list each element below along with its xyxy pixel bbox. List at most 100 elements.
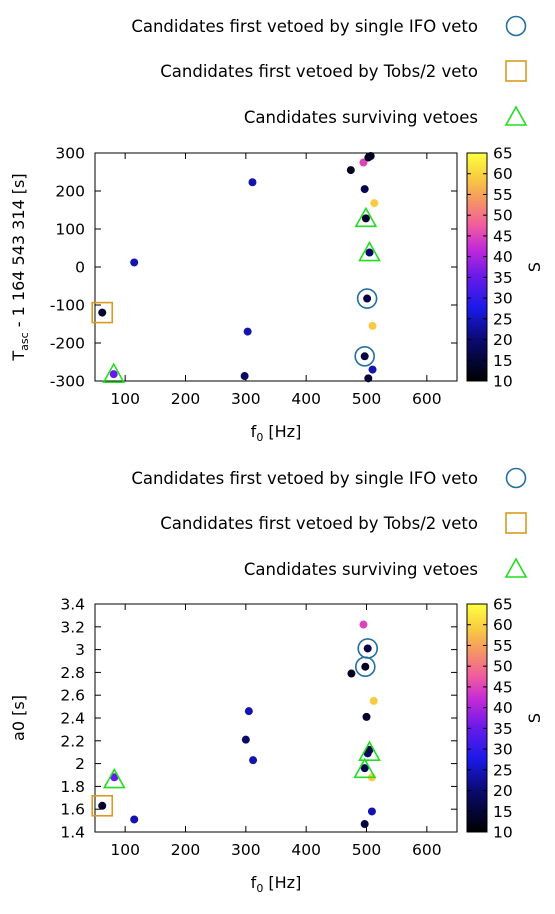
x-axis-label: f0 [Hz] <box>251 873 302 895</box>
colorbar-tick-label: 55 <box>493 186 513 204</box>
y-axis-label-main: a0 [s] <box>9 695 28 741</box>
data-point <box>109 370 118 379</box>
y-tick-label: 1.4 <box>60 824 85 842</box>
colorbar-tick-label: 55 <box>493 637 513 655</box>
colorbar <box>466 603 488 833</box>
data-point <box>360 820 369 829</box>
data-point <box>363 294 372 303</box>
single-ifo-veto-marker <box>356 288 378 309</box>
legend-square-marker <box>505 60 527 82</box>
colorbar-label: S <box>525 713 544 723</box>
x-tick-label: 300 <box>231 390 261 408</box>
y-tick-label: 3.4 <box>60 596 85 614</box>
data-point <box>130 258 139 267</box>
colorbar-tick-label: 35 <box>493 269 513 287</box>
data-point <box>98 801 107 810</box>
colorbar-tick-label: 20 <box>493 331 513 349</box>
y-tick-label: 0 <box>75 259 85 277</box>
y-axis-label: Tasc - 1 164 543 314 [s] <box>9 173 31 361</box>
colorbar-tick-label: 60 <box>493 165 513 183</box>
colorbar-tick-label: 20 <box>493 782 513 800</box>
colorbar <box>466 152 488 382</box>
y-tick-label: 2.4 <box>60 710 85 728</box>
data-point <box>346 166 355 175</box>
y-tick-label: -100 <box>50 297 85 315</box>
data-point <box>240 372 249 381</box>
data-point <box>360 185 369 194</box>
data-point <box>365 745 374 754</box>
legend-circle-marker <box>505 467 527 489</box>
y-tick-label: -300 <box>50 373 85 391</box>
colorbar-tick-label: 40 <box>493 699 513 717</box>
tobs-veto-marker <box>91 301 114 324</box>
colorbar-tick-label: 50 <box>493 658 513 676</box>
y-tick-label: 200 <box>55 183 85 201</box>
y-axis-label-main: T <box>9 351 28 362</box>
y-tick-label: 300 <box>55 145 85 163</box>
y-tick-label: 1.6 <box>60 801 85 819</box>
data-point <box>347 669 356 678</box>
legend-triangle-marker <box>504 105 528 126</box>
data-point <box>367 807 376 816</box>
colorbar-tick-label: 15 <box>493 803 513 821</box>
colorbar-label: S <box>525 262 544 272</box>
data-point <box>359 158 368 167</box>
data-point <box>362 712 371 721</box>
data-point <box>360 352 369 361</box>
x-tick-label: 400 <box>291 841 321 859</box>
y-tick-label: 3 <box>75 641 85 659</box>
y-tick-label: 3.2 <box>60 618 85 636</box>
colorbar-tick-label: 65 <box>493 596 513 614</box>
data-point <box>363 644 372 653</box>
plot-frame <box>94 152 458 382</box>
surviving-marker <box>354 206 378 228</box>
colorbar-tick-label: 45 <box>493 678 513 696</box>
y-axis-label-sub: asc <box>18 332 31 351</box>
y-tick-label: -200 <box>50 335 85 353</box>
data-point <box>360 764 369 773</box>
data-point <box>361 214 370 223</box>
x-tick-label: 500 <box>352 390 382 408</box>
colorbar-tick-label: 10 <box>493 824 513 842</box>
x-tick-label: 100 <box>110 841 140 859</box>
x-tick-label: 100 <box>110 390 140 408</box>
single-ifo-veto-marker <box>354 345 375 367</box>
x-tick-label: 400 <box>291 390 321 408</box>
x-axis-label: f0 [Hz] <box>251 422 302 444</box>
data-point <box>370 199 379 208</box>
data-point <box>365 248 374 257</box>
colorbar-tick-label: 45 <box>493 227 513 245</box>
single-ifo-veto-marker <box>354 656 376 678</box>
data-point <box>359 620 368 629</box>
x-tick-label: 300 <box>231 841 261 859</box>
y-tick-label: 2.6 <box>60 687 85 705</box>
colorbar-tick-label: 15 <box>493 352 513 370</box>
legend-circle-marker <box>505 15 527 37</box>
data-point <box>368 321 377 330</box>
colorbar-tick-label: 35 <box>493 720 513 738</box>
data-point <box>249 756 258 765</box>
top-scatter-panel: Candidates first vetoed by single IFO ve… <box>9 15 544 444</box>
surviving-marker <box>358 740 381 762</box>
legend-label-1: Candidates first vetoed by Tobs/2 veto <box>160 514 478 533</box>
y-tick-label: 2 <box>75 755 85 773</box>
colorbar-tick-label: 30 <box>493 741 513 759</box>
y-axis-label: a0 [s] <box>9 695 28 741</box>
y-tick-label: 2.8 <box>60 664 85 682</box>
y-axis-label-rest: - 1 164 543 314 [s] <box>9 173 28 332</box>
y-tick-label: 2.2 <box>60 732 85 750</box>
colorbar-tick-label: 10 <box>493 373 513 391</box>
colorbar-tick-label: 25 <box>493 310 513 328</box>
legend-label-2: Candidates surviving vetoes <box>244 560 478 579</box>
data-point <box>361 662 370 671</box>
data-point <box>244 707 253 716</box>
x-tick-label: 200 <box>171 841 201 859</box>
colorbar-tick-label: 30 <box>493 290 513 308</box>
legend-square-marker <box>505 512 527 534</box>
x-tick-label: 600 <box>412 841 442 859</box>
tobs-veto-marker <box>91 794 114 817</box>
colorbar-tick-label: 65 <box>493 145 513 163</box>
surviving-marker <box>102 362 126 383</box>
x-axis-label-unit: [Hz] <box>263 422 301 441</box>
legend-triangle-marker <box>504 557 528 578</box>
